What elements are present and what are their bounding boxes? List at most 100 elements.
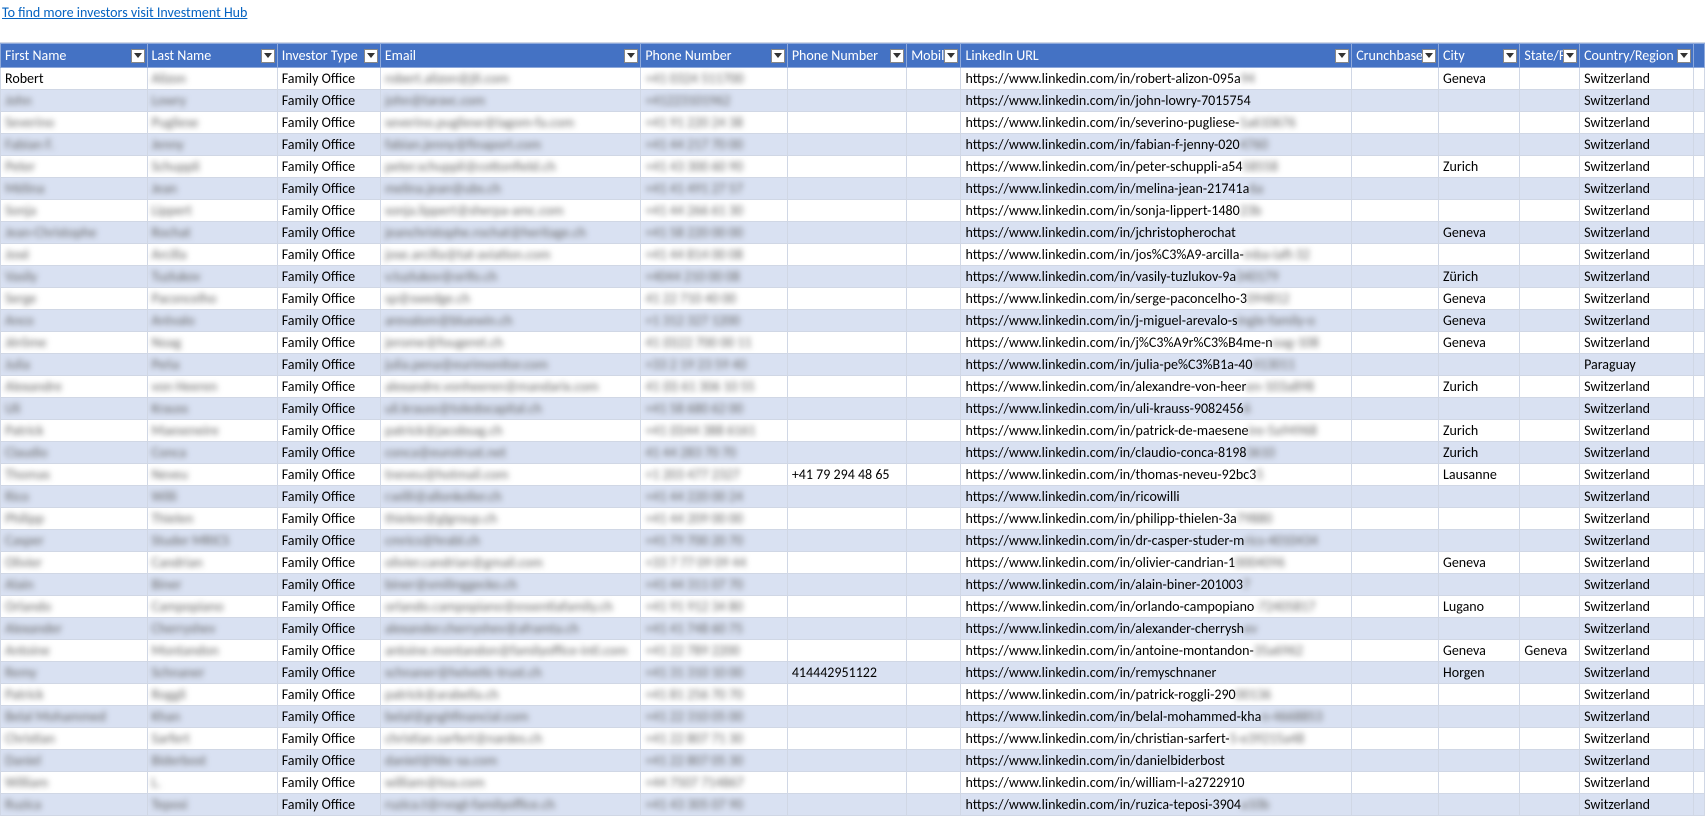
cell-last[interactable]: Tuzlukov xyxy=(147,266,277,288)
cell-phone2[interactable] xyxy=(787,376,906,398)
filter-dropdown-icon[interactable] xyxy=(261,49,275,63)
cell-state[interactable] xyxy=(1520,750,1580,772)
cell-phone1[interactable]: +41 44 217 70 00 xyxy=(641,134,788,156)
cell-linkedin[interactable]: https://www.linkedin.com/in/olivier-cand… xyxy=(961,552,1352,574)
cell-email[interactable]: alexandre.vonheeren@mandarix.com xyxy=(380,376,640,398)
cell-phone1[interactable]: +41 (0)44 388 6161 xyxy=(641,420,788,442)
table-row[interactable]: PatrickMaeseneireFamily Officepatrick@ja… xyxy=(1,420,1705,442)
cell-first[interactable]: Christian xyxy=(1,728,148,750)
cell-first[interactable]: Thomas xyxy=(1,464,148,486)
cell-first[interactable]: Peter xyxy=(1,156,148,178)
cell-mobile[interactable] xyxy=(907,310,961,332)
cell-mobile[interactable] xyxy=(907,244,961,266)
cell-city[interactable]: Horgen xyxy=(1439,662,1520,684)
cell-mobile[interactable] xyxy=(907,222,961,244)
cell-city[interactable] xyxy=(1439,750,1520,772)
cell-last[interactable]: Lippert xyxy=(147,200,277,222)
cell-first[interactable]: Uli xyxy=(1,398,148,420)
cell-phone1[interactable]: 41 22 710 40 00 xyxy=(641,288,788,310)
cell-phone2[interactable] xyxy=(787,134,906,156)
cell-state[interactable]: Geneva xyxy=(1520,640,1580,662)
cell-city[interactable]: Zürich xyxy=(1439,266,1520,288)
cell-phone2[interactable]: 414442951122 xyxy=(787,662,906,684)
cell-last[interactable]: Arcilla xyxy=(147,244,277,266)
table-row[interactable]: RobertAlizonFamily Officerobert.alizon@j… xyxy=(1,68,1705,90)
table-row[interactable]: CasperStuder MRICSFamily Officecmrics@hr… xyxy=(1,530,1705,552)
cell-country[interactable]: Switzerland xyxy=(1580,794,1694,816)
cell-linkedin[interactable]: https://www.linkedin.com/in/belal-mohamm… xyxy=(961,706,1352,728)
cell-last[interactable]: Schnaner xyxy=(147,662,277,684)
cell-city[interactable] xyxy=(1439,398,1520,420)
cell-city[interactable] xyxy=(1439,90,1520,112)
cell-last[interactable]: Conca xyxy=(147,442,277,464)
column-header-linkedin[interactable]: LinkedIn URL xyxy=(961,44,1352,68)
cell-state[interactable] xyxy=(1520,178,1580,200)
cell-email[interactable]: belal@gnghfinancial.com xyxy=(380,706,640,728)
cell-first[interactable]: John xyxy=(1,90,148,112)
cell-phone1[interactable]: +41 44 209 00 00 xyxy=(641,508,788,530)
cell-country[interactable]: Switzerland xyxy=(1580,332,1694,354)
cell-phone1[interactable]: +33 2 19 23 59 40 xyxy=(641,354,788,376)
cell-first[interactable]: Belal Mohammed xyxy=(1,706,148,728)
cell-phone2[interactable] xyxy=(787,332,906,354)
cell-city[interactable] xyxy=(1439,574,1520,596)
cell-type[interactable]: Family Office xyxy=(277,200,380,222)
cell-state[interactable] xyxy=(1520,596,1580,618)
cell-last[interactable]: Sarfert xyxy=(147,728,277,750)
cell-type[interactable]: Family Office xyxy=(277,442,380,464)
cell-state[interactable] xyxy=(1520,794,1580,816)
cell-country[interactable]: Switzerland xyxy=(1580,486,1694,508)
cell-last[interactable]: Neveu xyxy=(147,464,277,486)
cell-state[interactable] xyxy=(1520,728,1580,750)
cell-type[interactable]: Family Office xyxy=(277,794,380,816)
filter-dropdown-icon[interactable] xyxy=(1503,49,1517,63)
cell-first[interactable]: William xyxy=(1,772,148,794)
cell-city[interactable]: Zurich xyxy=(1439,156,1520,178)
cell-type[interactable]: Family Office xyxy=(277,508,380,530)
cell-type[interactable]: Family Office xyxy=(277,288,380,310)
cell-crunch[interactable] xyxy=(1352,68,1439,90)
cell-linkedin[interactable]: https://www.linkedin.com/in/danielbiderb… xyxy=(961,750,1352,772)
cell-type[interactable]: Family Office xyxy=(277,618,380,640)
cell-state[interactable] xyxy=(1520,618,1580,640)
cell-country[interactable]: Switzerland xyxy=(1580,112,1694,134)
cell-phone1[interactable]: +41 91 220 24 38 xyxy=(641,112,788,134)
cell-country[interactable]: Switzerland xyxy=(1580,222,1694,244)
table-row[interactable]: JuliaPeñaFamily Officejulia.pena@eurimon… xyxy=(1,354,1705,376)
cell-type[interactable]: Family Office xyxy=(277,684,380,706)
cell-phone1[interactable]: +4044 210 00 08 xyxy=(641,266,788,288)
cell-type[interactable]: Family Office xyxy=(277,310,380,332)
cell-email[interactable]: fabian.jenny@finaport.com xyxy=(380,134,640,156)
cell-state[interactable] xyxy=(1520,398,1580,420)
table-row[interactable]: DanielBiderbostFamily Officedaniel@hbc-s… xyxy=(1,750,1705,772)
table-row[interactable]: OrlandoCampopianoFamily Officeorlando.ca… xyxy=(1,596,1705,618)
cell-type[interactable]: Family Office xyxy=(277,222,380,244)
cell-type[interactable]: Family Office xyxy=(277,772,380,794)
cell-crunch[interactable] xyxy=(1352,134,1439,156)
cell-email[interactable]: jeanchristophe.rochat@heritage.ch xyxy=(380,222,640,244)
cell-type[interactable]: Family Office xyxy=(277,530,380,552)
cell-email[interactable]: julia.pena@eurimonitor.com xyxy=(380,354,640,376)
cell-email[interactable]: jose.arcilla@tat-aviation.com xyxy=(380,244,640,266)
cell-state[interactable] xyxy=(1520,266,1580,288)
cell-state[interactable] xyxy=(1520,200,1580,222)
cell-email[interactable]: orlando.campopiano@essentiafamily.ch xyxy=(380,596,640,618)
cell-state[interactable] xyxy=(1520,68,1580,90)
cell-email[interactable]: schnaner@helvetic-trust.ch xyxy=(380,662,640,684)
cell-first[interactable]: Anco xyxy=(1,310,148,332)
column-header-first[interactable]: First Name xyxy=(1,44,148,68)
cell-phone1[interactable]: +41223101962 xyxy=(641,90,788,112)
cell-crunch[interactable] xyxy=(1352,794,1439,816)
filter-dropdown-icon[interactable] xyxy=(1677,49,1691,63)
cell-last[interactable]: Thielen xyxy=(147,508,277,530)
cell-first[interactable]: Sonja xyxy=(1,200,148,222)
filter-dropdown-icon[interactable] xyxy=(944,49,958,63)
cell-email[interactable]: uli.krauss@toledocapital.ch xyxy=(380,398,640,420)
cell-country[interactable]: Switzerland xyxy=(1580,618,1694,640)
cell-country[interactable]: Switzerland xyxy=(1580,552,1694,574)
cell-phone1[interactable]: +41 43 305 07 90 xyxy=(641,794,788,816)
cell-crunch[interactable] xyxy=(1352,728,1439,750)
cell-type[interactable]: Family Office xyxy=(277,354,380,376)
table-row[interactable]: PatrickRoggliFamily Officepatrick@arabel… xyxy=(1,684,1705,706)
cell-mobile[interactable] xyxy=(907,398,961,420)
